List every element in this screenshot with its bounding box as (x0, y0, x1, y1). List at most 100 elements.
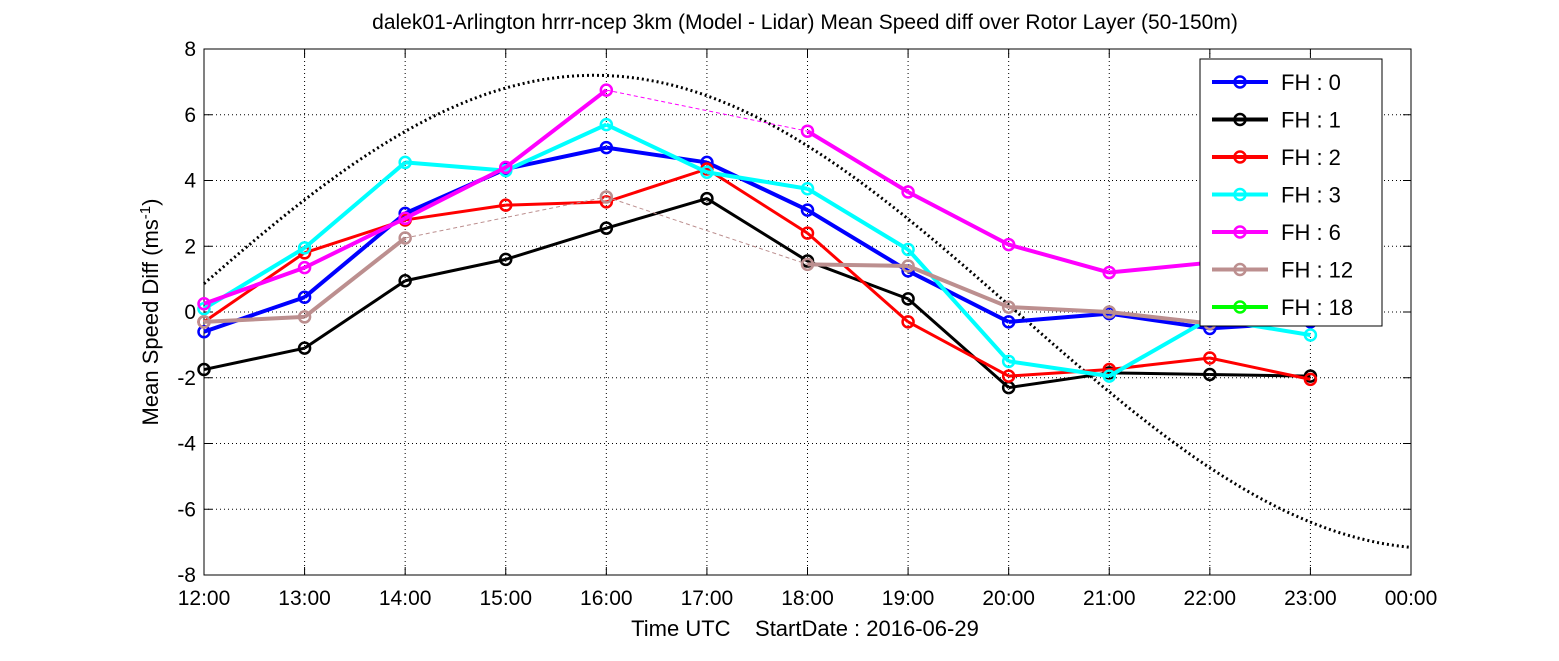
data-point (1001, 237, 1016, 252)
y-tick-label: -8 (177, 564, 196, 587)
series-line-segment (807, 262, 909, 268)
series-4 (197, 83, 1217, 311)
data-point (599, 190, 614, 204)
legend-label: FH : 6 (1281, 220, 1341, 245)
data-point (901, 315, 915, 329)
x-tick-label: 22:00 (1184, 587, 1237, 610)
data-point (1203, 351, 1217, 365)
x-tick-label: 23:00 (1284, 587, 1337, 610)
y-axis-label-superscript: -1 (137, 206, 154, 219)
data-point (499, 198, 513, 212)
series-line-segment (605, 122, 708, 175)
series-line-segment (505, 200, 607, 207)
data-point (197, 362, 211, 377)
x-axis-tick-labels: 12:00 13:00 14:00 15:00 16:00 17:00 18:00 19:00… (178, 587, 1438, 610)
legend-entry: FH : 6 (1212, 220, 1341, 245)
series-line-segment (806, 208, 910, 273)
data-point (700, 191, 714, 206)
y-tick-label: 6 (184, 104, 196, 127)
legend-entries: FH : 0 FH : 1 FH : 2 FH : 3 FH : 6 FH : 12 FH … (1212, 70, 1353, 320)
legend-entry: FH : 18 (1212, 295, 1353, 320)
series-line-segment (404, 203, 506, 222)
legend-entry: FH : 12 (1212, 258, 1353, 283)
series-line-segment (706, 197, 809, 263)
data-point (901, 242, 915, 257)
data-point (599, 83, 614, 97)
legend-marker (1233, 262, 1247, 277)
series-line-segment (706, 167, 809, 235)
series-line-segment (505, 226, 607, 261)
series-line-segment (806, 187, 910, 252)
data-point (901, 292, 915, 306)
series-line-segment (907, 269, 1010, 324)
legend-marker (1233, 300, 1247, 314)
legend-marker (1233, 225, 1247, 239)
legend-entry: FH : 1 (1212, 108, 1341, 133)
data-point (398, 274, 412, 288)
data-point (1001, 369, 1016, 383)
y-tick-label: 0 (184, 301, 196, 324)
data-point (700, 165, 714, 180)
dotted-curve-layer (203, 73, 1412, 549)
data-point (1203, 367, 1217, 382)
data-point (599, 195, 614, 209)
x-tick-label: 00:00 (1385, 587, 1438, 610)
data-point (1102, 369, 1116, 383)
series-line-segment (303, 216, 407, 270)
series-line-segment (1109, 310, 1211, 326)
y-tick-label: 4 (184, 170, 196, 193)
y-tick-label: -4 (177, 433, 196, 456)
series-line-segment (606, 196, 808, 265)
series-line-segment (504, 88, 608, 169)
data-point (599, 117, 614, 132)
legend-marker (1233, 112, 1247, 127)
series-line-segment (806, 259, 909, 301)
legend-marker (1233, 150, 1247, 164)
series-line-segment (1008, 368, 1110, 378)
data-point (297, 260, 312, 275)
legend-entry: FH : 0 (1212, 70, 1341, 95)
x-axis-label: Time UTC StartDate : 2016-06-29 (631, 616, 979, 641)
series-line-segment (907, 320, 1010, 378)
series-line-segment (806, 231, 910, 323)
x-tick-label: 13:00 (278, 587, 331, 610)
data-point (197, 297, 211, 311)
y-axis-tick-labels: 8 6 4 2 0 -2 -4 -6 -8 (177, 38, 196, 587)
series-line-segment (706, 160, 809, 212)
series-line-segment (504, 122, 608, 173)
x-tick-label: 20:00 (982, 587, 1035, 610)
series-line-segment (404, 165, 507, 221)
data-point (599, 221, 614, 235)
series-3 (197, 117, 1318, 383)
legend-label: FH : 3 (1281, 183, 1341, 208)
data-point (1303, 328, 1318, 342)
series-line-segment (203, 314, 305, 324)
data-point (901, 185, 915, 199)
series-line-segment (606, 89, 808, 132)
legend-label: FH : 12 (1281, 258, 1353, 283)
series-line-segment (203, 295, 306, 334)
series-line-segment (303, 279, 407, 350)
data-point (901, 259, 915, 273)
data-point (398, 155, 412, 170)
data-point (297, 341, 312, 355)
y-tick-label: 2 (184, 235, 196, 258)
data-point (297, 310, 312, 324)
series-line-segment (806, 129, 910, 194)
x-tick-label: 21:00 (1083, 587, 1136, 610)
legend-label: FH : 0 (1281, 70, 1341, 95)
x-tick-label: 18:00 (781, 587, 834, 610)
series-line-segment (405, 196, 607, 239)
series-line-segment (1008, 305, 1110, 314)
data-point (297, 241, 312, 255)
series-line-segment (1008, 242, 1110, 275)
data-point (1303, 372, 1318, 387)
data-point (297, 290, 312, 304)
axis-ticks (203, 48, 1412, 576)
y-tick-label: -6 (177, 498, 196, 521)
series-line-segment (906, 248, 1011, 363)
legend-marker (1233, 75, 1247, 89)
series-line-segment (405, 160, 506, 173)
x-tick-label: 14:00 (379, 587, 432, 610)
